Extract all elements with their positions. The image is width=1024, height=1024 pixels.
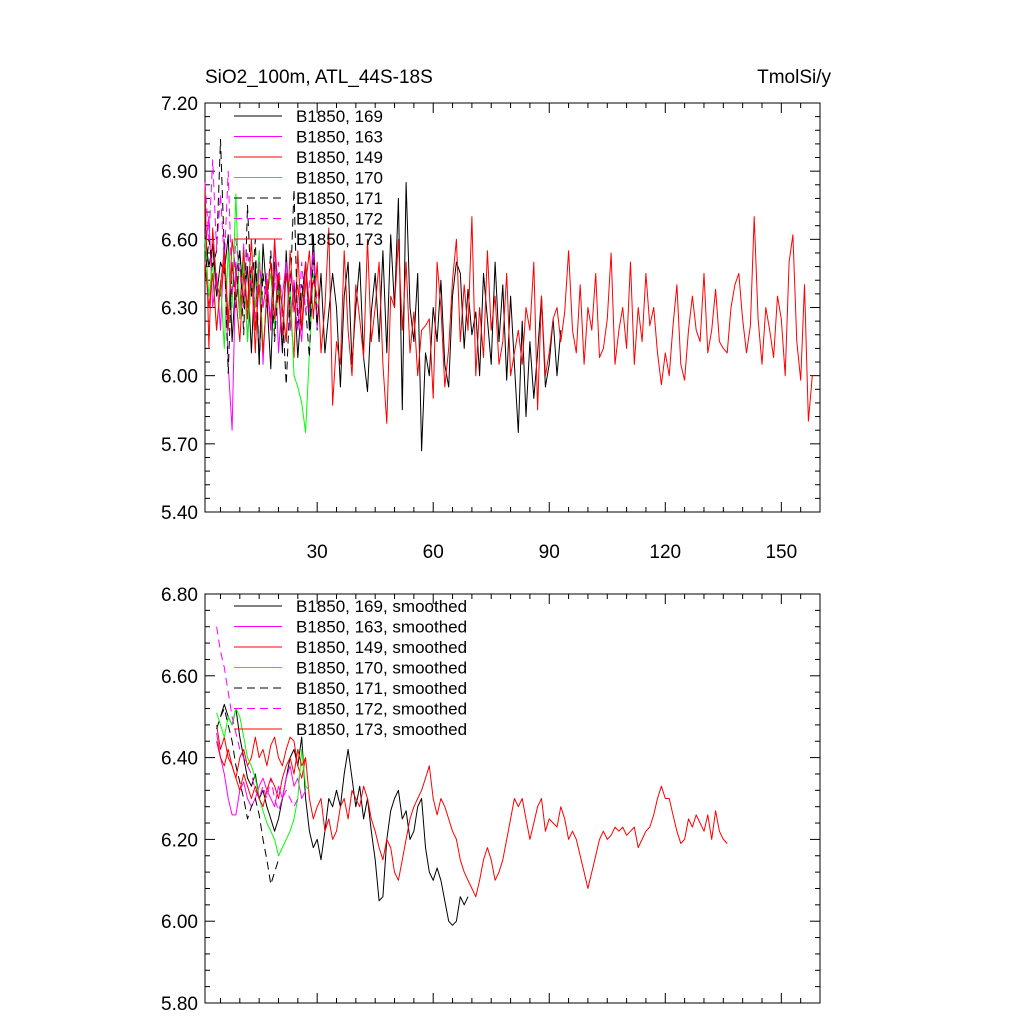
series-line (204, 193, 318, 433)
y-tick-label: 6.30 (161, 299, 198, 320)
bottom-panel: 5.80 6.00 6.20 6.40 6.60 6.80 B1850, 169, smoo… (161, 585, 821, 1015)
series-line (216, 733, 307, 816)
x-tick-label: 30 (307, 542, 328, 563)
x-tick-label: 120 (649, 542, 681, 563)
y-tick-label: 6.90 (161, 162, 198, 183)
series-line (216, 626, 299, 812)
series-line (216, 708, 279, 885)
legend-entry: B1850, 173, smoothed (296, 720, 467, 739)
series-line (204, 238, 318, 354)
y-tick-label: 6.00 (161, 367, 198, 388)
series-line (204, 159, 318, 343)
plot-frame (204, 593, 821, 1004)
y-tick-label: 7.20 (161, 94, 198, 115)
legend-entry: B1850, 171, smoothed (296, 679, 467, 698)
series-line (216, 708, 310, 857)
y-tick-label: 5.70 (161, 435, 198, 456)
legend-entry: B1850, 171 (296, 189, 383, 208)
legend-entry: B1850, 173 (296, 230, 383, 249)
series-line (216, 741, 307, 808)
y-tick-label: 5.40 (161, 503, 198, 524)
x-tick-label: 90 (539, 542, 560, 563)
y-tick-label: 5.80 (161, 994, 198, 1015)
x-tick-label: 60 (423, 542, 444, 563)
y-tick-label: 6.20 (161, 830, 198, 851)
y-tick-label: 6.00 (161, 912, 198, 933)
top-panel: 5.40 5.70 6.00 6.30 6.60 6.90 7.20 30 60 90 120 150… (161, 94, 821, 563)
series-line (204, 182, 562, 452)
y-tick-label: 6.80 (161, 585, 198, 606)
series-line (220, 703, 469, 926)
series-line (204, 182, 813, 424)
y-tick-label: 6.40 (161, 749, 198, 770)
legend-entry: B1850, 170 (296, 169, 383, 188)
x-tick-label: 150 (765, 542, 797, 563)
legend-entry: B1850, 169 (296, 107, 383, 126)
chart-units-label: TmolSi/y (757, 67, 831, 88)
legend-entry: B1850, 163 (296, 128, 383, 147)
chart-title-left: SiO2_100m, ATL_44S-18S (205, 67, 433, 88)
legend-entry: B1850, 163, smoothed (296, 618, 467, 637)
y-tick-label: 6.60 (161, 667, 198, 688)
legend-entry: B1850, 172, smoothed (296, 700, 467, 719)
legend-entry: B1850, 172 (296, 210, 383, 229)
legend-entry: B1850, 149 (296, 148, 383, 167)
legend-entry: B1850, 149, smoothed (296, 638, 467, 657)
series-line (216, 724, 728, 898)
y-tick-label: 6.60 (161, 230, 198, 251)
legend-entry: B1850, 169, smoothed (296, 597, 467, 616)
legend-entry: B1850, 170, smoothed (296, 659, 467, 678)
